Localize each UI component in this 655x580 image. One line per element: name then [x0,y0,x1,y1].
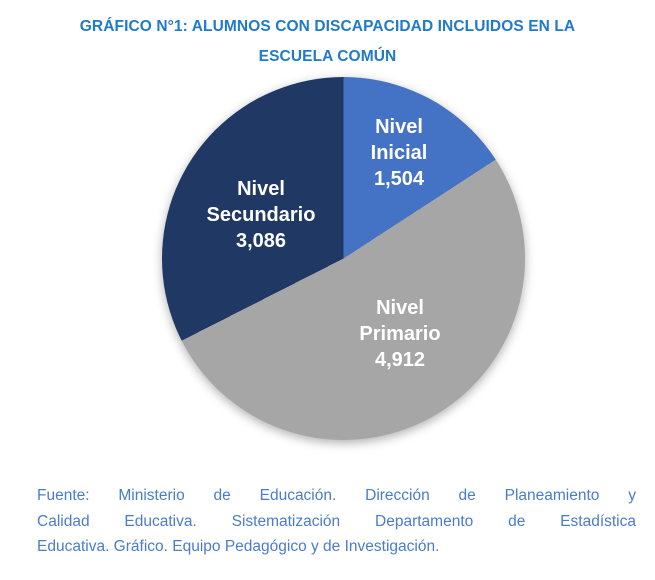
slice-value: 3,086 [235,230,287,252]
pie-slice-label-nivel-primario: Nivel Primario 4,912 [359,295,440,373]
slice-name: Nivel Secundario [206,178,316,226]
source-note-line-1: Fuente: Ministerio de Educación. Direcci… [37,487,636,504]
source-note-line-3: Educativa. Gráfico. Equipo Pedagógico y … [37,538,440,555]
pie-slice-label-nivel-inicial: Nivel Inicial 1,504 [371,114,428,192]
chart-title-line-2: ESCUELA COMÚN [258,48,397,65]
slice-value: 1,504 [373,168,425,190]
pie-slice-label-nivel-secundario: Nivel Secundario 3,086 [207,176,316,254]
source-note-line-2: Calidad Educativa. Sistematización Depar… [37,512,636,530]
chart-title-line-1: GRÁFICO N°1: ALUMNOS CON DISCAPACIDAD IN… [79,18,576,35]
pie-chart [162,77,525,440]
chart-title: GRÁFICO N°1: ALUMNOS CON DISCAPACIDAD IN… [28,12,627,72]
source-note: Fuente: Ministerio de Educación. Direcci… [37,483,636,560]
slice-name: Nivel Primario [359,297,441,345]
slice-name: Nivel Inicial [370,116,428,164]
slice-value: 4,912 [374,349,426,371]
